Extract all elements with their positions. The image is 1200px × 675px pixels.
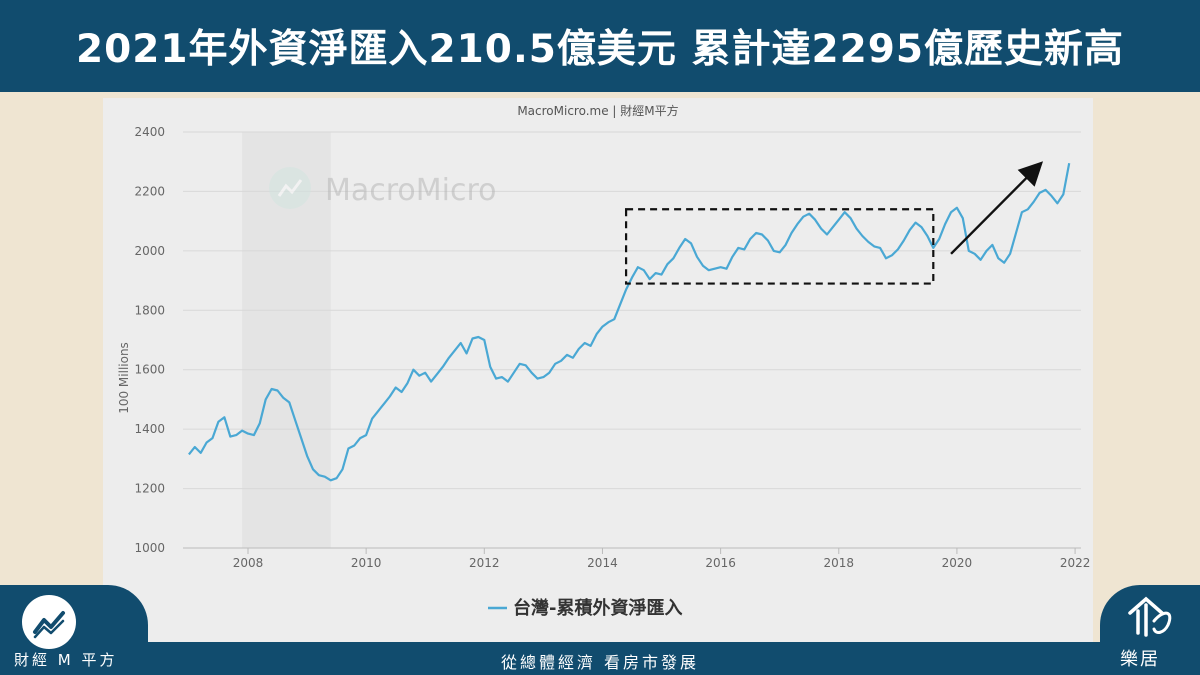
highlight-box <box>624 208 935 285</box>
brand-right-name: 樂居 <box>1120 649 1160 670</box>
y-tick-label: 1200 <box>134 482 165 496</box>
y-tick-label: 1400 <box>134 422 165 436</box>
footer-bar: 從總體經濟 看房市發展 <box>0 642 1200 675</box>
x-tick-label: 2022 <box>1060 556 1091 570</box>
leju-house-logo-icon <box>1128 596 1172 637</box>
y-axis-label: 100 Millions <box>117 342 131 414</box>
page-title: 2021年外資淨匯入210.5億美元 累計達2295億歷史新高 <box>75 27 1125 72</box>
y-tick-label: 2200 <box>134 184 165 198</box>
brand-left-name: 財經 M 平方 <box>14 651 118 669</box>
legend-label: 台灣-累積外資淨匯入 <box>513 597 682 619</box>
y-tick-label: 1600 <box>134 363 165 377</box>
x-tick-label: 2008 <box>233 556 264 570</box>
tagline: 從總體經濟 看房市發展 <box>500 653 700 672</box>
source-label: MacroMicro.me | 財經M平方 <box>517 103 678 118</box>
x-tick-label: 2014 <box>587 556 618 570</box>
x-tick-label: 2020 <box>942 556 973 570</box>
chart-card: 1000 1200 1400 1600 1800 2000 2200 2400 2008 201… <box>103 98 1093 642</box>
brand-leju: 樂居 <box>1100 585 1200 675</box>
brand-macromicro: 財經 M 平方 <box>0 585 148 675</box>
y-tick-label: 2400 <box>134 125 165 139</box>
line-chart: 1000 1200 1400 1600 1800 2000 2200 2400 2008 201… <box>117 103 1091 619</box>
y-tick-label: 1800 <box>134 303 165 317</box>
title-banner: 2021年外資淨匯入210.5億美元 累計達2295億歷史新高 <box>0 0 1200 92</box>
macromicro-chart-logo-icon <box>22 595 76 649</box>
watermark: MacroMicro <box>269 167 497 209</box>
watermark-chart-glyph-icon <box>277 179 303 197</box>
x-tick-label: 2012 <box>469 556 500 570</box>
y-tick-label: 1000 <box>134 541 165 555</box>
x-tick-label: 2010 <box>351 556 382 570</box>
trend-arrow <box>950 161 1044 255</box>
x-tick-labels: 2008 2010 2012 2014 2016 2018 2020 2022 <box>233 548 1091 570</box>
y-tick-label: 2000 <box>134 244 165 258</box>
legend[interactable]: 台灣-累積外資淨匯入 <box>488 597 682 619</box>
x-tick-label: 2016 <box>705 556 736 570</box>
watermark-text: MacroMicro <box>325 173 497 208</box>
x-tick-label: 2018 <box>824 556 855 570</box>
y-tick-labels: 1000 1200 1400 1600 1800 2000 2200 2400 <box>134 125 165 555</box>
